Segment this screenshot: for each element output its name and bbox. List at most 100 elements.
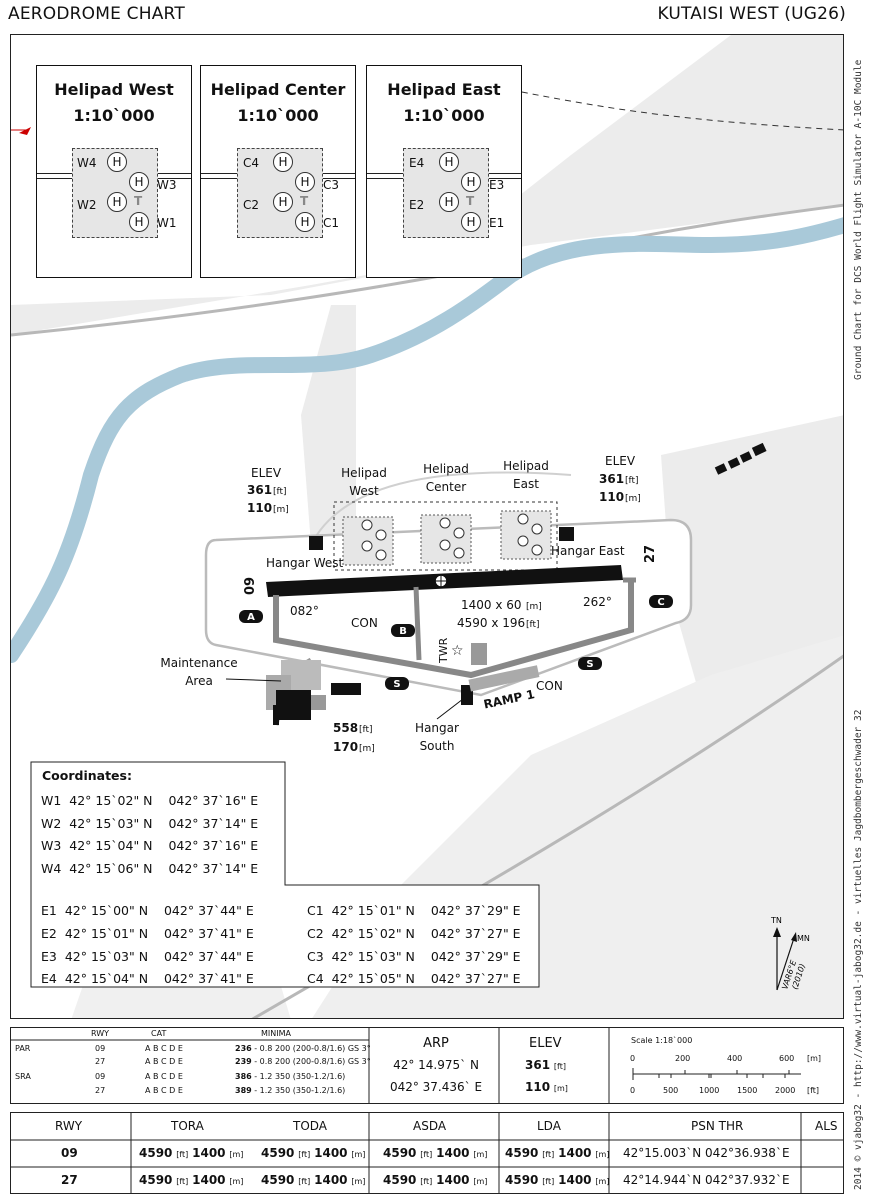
hangar-east-building	[559, 527, 574, 541]
scale-ft-1000: 1000	[699, 1086, 720, 1095]
true-north-label: TN	[770, 916, 782, 925]
minima-rwy: 09	[95, 1044, 106, 1053]
scale-ft-0: 0	[630, 1086, 636, 1095]
elev-south-ft-unit: [ft]	[359, 725, 373, 735]
tee-icon: T	[134, 194, 143, 208]
helipad-icons	[361, 513, 543, 561]
inset-helipad-center: Helipad Center 1:10`000 C4 C3 C2 C1 H H …	[200, 65, 356, 278]
scale-m-400: 400	[727, 1054, 743, 1063]
minima-rwy: 27	[95, 1057, 106, 1066]
psn-thr-value: 42°15.003`N 042°36.938`E	[623, 1146, 790, 1160]
helipad-h-icon: H	[461, 212, 481, 232]
buildings-cluster	[714, 442, 767, 475]
scale-m-unit: [m]	[807, 1054, 822, 1063]
elev-south-ft: 558	[333, 721, 358, 735]
helipad-h-icon: H	[107, 152, 127, 172]
runway-dims-ft: 4590 x 196	[457, 616, 525, 630]
con-label-2: CON	[536, 679, 563, 693]
elev-label: ELEV	[529, 1036, 562, 1051]
minima-header-rwy: RWY	[91, 1029, 110, 1038]
minima-rwy: 09	[95, 1072, 106, 1081]
inset-helipad-west: Helipad West 1:10`000 W4 W3 W2 W1 H H H …	[36, 65, 192, 278]
elev-right-m: 110	[599, 490, 624, 504]
taxiway	[273, 580, 634, 679]
asda-value: 4590 [ft] 1400 [m]	[383, 1173, 488, 1187]
runway-dims-ft-unit: [ft]	[526, 620, 540, 630]
helipad-h-icon: H	[295, 212, 315, 232]
inset-title: Helipad East	[387, 80, 501, 99]
terrain-area	[301, 305, 356, 545]
col-header-tora: TORA	[171, 1119, 204, 1133]
pad-label: E2	[409, 198, 425, 212]
aerodrome-map: ELEV 361 [ft] 110 [m] ELEV 361 [ft] 110 …	[10, 34, 844, 1019]
coord-row: C2 42° 15`02" N 042° 37`27" E	[307, 926, 521, 941]
chart-title: AERODROME CHART	[8, 4, 185, 24]
maintenance-label-2: Area	[185, 674, 213, 688]
pad-label: E4	[409, 156, 425, 170]
coord-row: W2 42° 15`03" N 042° 37`14" E	[41, 816, 259, 831]
lda-value: 4590 [ft] 1400 [m]	[505, 1173, 610, 1187]
col-header-lda: LDA	[537, 1119, 561, 1133]
scale-m-200: 200	[675, 1054, 691, 1063]
minima-cat: A B C D E	[145, 1044, 183, 1053]
helipad-h-icon: H	[461, 172, 481, 192]
pad-label: W2	[77, 198, 97, 212]
coordinates-panel	[30, 761, 540, 988]
twr-building	[471, 643, 487, 665]
asda-value: 4590 [ft] 1400 [m]	[383, 1146, 488, 1160]
coord-row: C1 42° 15`01" N 042° 37`29" E	[307, 903, 521, 918]
psn-thr-value: 42°14.944`N 042°37.932`E	[623, 1173, 790, 1187]
elev-left-ft: 361	[247, 483, 272, 497]
scale-label: Scale 1:18`000	[631, 1036, 693, 1045]
con-label-1: CON	[351, 616, 378, 630]
minima-type: SRA	[15, 1072, 31, 1081]
minima-cat: A B C D E	[145, 1086, 183, 1095]
coord-row: E1 42° 15`00" N 042° 37`44" E	[41, 903, 254, 918]
minima-value: 239 - 0.8 200 (200-0.8/1.6) GS 3°	[235, 1057, 371, 1066]
tee-icon: T	[466, 194, 475, 208]
helipad-center-label-1: Helipad	[423, 462, 469, 476]
hangar-west-building	[309, 536, 323, 550]
coord-row: C4 42° 15`05" N 042° 37`27" E	[307, 971, 521, 986]
row-rwy: 09	[61, 1146, 78, 1160]
inset-helipad-east: Helipad East 1:10`000 E4 E3 E2 E1 H H H …	[366, 65, 522, 278]
minima-cat: A B C D E	[145, 1057, 183, 1066]
taxiway-s1-label: S	[586, 659, 593, 670]
coord-row: E3 42° 15`03" N 042° 37`44" E	[41, 949, 254, 964]
elev-left-ft-unit: [ft]	[273, 487, 287, 497]
coord-row: E4 42° 15`04" N 042° 37`41" E	[41, 971, 254, 986]
taxiway-c-label: C	[657, 597, 664, 608]
minima-value: 236 - 0.8 200 (200-0.8/1.6) GS 3°	[235, 1044, 371, 1053]
minima-rwy: 27	[95, 1086, 106, 1095]
pad-label: W1	[157, 216, 177, 230]
elev-right-ft: 361	[599, 472, 624, 486]
runway-09-label: 09	[243, 577, 258, 595]
credits-top: Ground Chart for DCS World Flight Simula…	[853, 59, 864, 380]
ramp-area	[468, 665, 540, 692]
twr-star-icon: ☆	[451, 643, 464, 659]
arp-label: ARP	[423, 1036, 449, 1051]
helipad-h-icon: H	[107, 192, 127, 212]
helipad-h-icon: H	[295, 172, 315, 192]
tee-icon: T	[300, 194, 309, 208]
elev-right-ft-unit: [ft]	[625, 476, 639, 486]
river	[11, 217, 843, 663]
col-header-als: ALS	[815, 1119, 838, 1133]
scale-ft-2000: 2000	[775, 1086, 796, 1095]
scale-ft-500: 500	[663, 1086, 679, 1095]
minima-header-cat: CAT	[151, 1029, 167, 1038]
helipad-center-label-2: Center	[426, 480, 466, 494]
helipad-h-icon: H	[273, 192, 293, 212]
helipad-h-icon: H	[129, 212, 149, 232]
inset-title: Helipad West	[54, 80, 174, 99]
inset-scale: 1:10`000	[73, 106, 155, 125]
runway-dims-m: 1400 x 60	[461, 598, 522, 612]
runway-table-grid	[11, 1113, 843, 1193]
elev-right-m-unit: [m]	[625, 494, 641, 504]
elev-right-label: ELEV	[605, 454, 636, 468]
taxiway-b-label: B	[399, 626, 407, 637]
pad-label: C2	[243, 198, 260, 212]
coord-row: W4 42° 15`06" N 042° 37`14" E	[41, 861, 259, 876]
red-marker-icon	[19, 127, 31, 135]
helipad-h-icon: H	[273, 152, 293, 172]
